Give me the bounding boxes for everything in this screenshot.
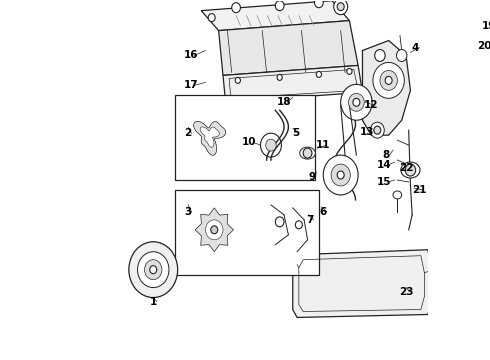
Circle shape: [316, 71, 321, 77]
Circle shape: [405, 164, 416, 176]
Circle shape: [235, 77, 241, 84]
Text: 4: 4: [412, 42, 419, 53]
Polygon shape: [293, 250, 432, 318]
Circle shape: [211, 226, 218, 234]
Text: 18: 18: [277, 97, 291, 107]
Ellipse shape: [458, 16, 468, 25]
Circle shape: [396, 50, 407, 62]
Text: 14: 14: [377, 160, 392, 170]
Circle shape: [370, 122, 384, 138]
Circle shape: [303, 148, 312, 158]
Circle shape: [451, 37, 457, 44]
Text: 19: 19: [482, 21, 490, 31]
Text: 21: 21: [412, 185, 426, 195]
Circle shape: [261, 133, 281, 157]
Bar: [175, 95, 315, 180]
Polygon shape: [219, 21, 358, 75]
Text: 5: 5: [292, 128, 299, 138]
Circle shape: [347, 68, 352, 75]
Ellipse shape: [300, 147, 316, 159]
Text: 16: 16: [183, 50, 198, 60]
Polygon shape: [201, 1, 349, 31]
Text: 13: 13: [360, 127, 374, 137]
Text: 7: 7: [306, 215, 314, 225]
Text: 1: 1: [149, 297, 157, 306]
Text: 9: 9: [308, 172, 316, 182]
Text: 6: 6: [319, 207, 327, 217]
Text: 3: 3: [185, 207, 192, 217]
Text: 8: 8: [382, 150, 390, 160]
Circle shape: [385, 76, 392, 84]
Circle shape: [315, 0, 323, 8]
Circle shape: [295, 221, 302, 229]
Circle shape: [323, 155, 358, 195]
Circle shape: [353, 98, 360, 106]
Circle shape: [334, 0, 348, 15]
Circle shape: [145, 260, 162, 280]
Text: 12: 12: [364, 100, 378, 110]
Circle shape: [208, 14, 215, 22]
Bar: [175, 190, 319, 275]
Circle shape: [275, 1, 284, 11]
Circle shape: [232, 3, 241, 13]
Polygon shape: [363, 41, 411, 135]
Text: 22: 22: [399, 163, 414, 173]
Circle shape: [460, 18, 465, 24]
Circle shape: [375, 50, 385, 62]
Polygon shape: [194, 121, 226, 156]
Text: 10: 10: [242, 137, 256, 147]
Text: 2: 2: [185, 128, 192, 138]
Text: 20: 20: [477, 41, 490, 50]
Text: 17: 17: [183, 80, 198, 90]
Circle shape: [266, 139, 276, 151]
Circle shape: [348, 93, 364, 111]
Circle shape: [331, 164, 350, 186]
Polygon shape: [200, 127, 220, 147]
Text: 11: 11: [316, 140, 330, 150]
Circle shape: [337, 171, 344, 179]
Circle shape: [380, 71, 397, 90]
Ellipse shape: [448, 36, 460, 45]
Circle shape: [138, 252, 169, 288]
Circle shape: [374, 126, 381, 134]
Ellipse shape: [393, 191, 402, 199]
Circle shape: [277, 75, 282, 80]
Text: 23: 23: [399, 287, 414, 297]
Polygon shape: [195, 208, 233, 252]
Circle shape: [129, 242, 178, 298]
Ellipse shape: [401, 162, 420, 178]
Circle shape: [337, 3, 344, 11]
Circle shape: [341, 84, 372, 120]
Circle shape: [150, 266, 157, 274]
Circle shape: [206, 220, 223, 240]
Circle shape: [275, 217, 284, 227]
Circle shape: [373, 62, 404, 98]
Text: 15: 15: [377, 177, 392, 187]
Polygon shape: [223, 66, 363, 102]
